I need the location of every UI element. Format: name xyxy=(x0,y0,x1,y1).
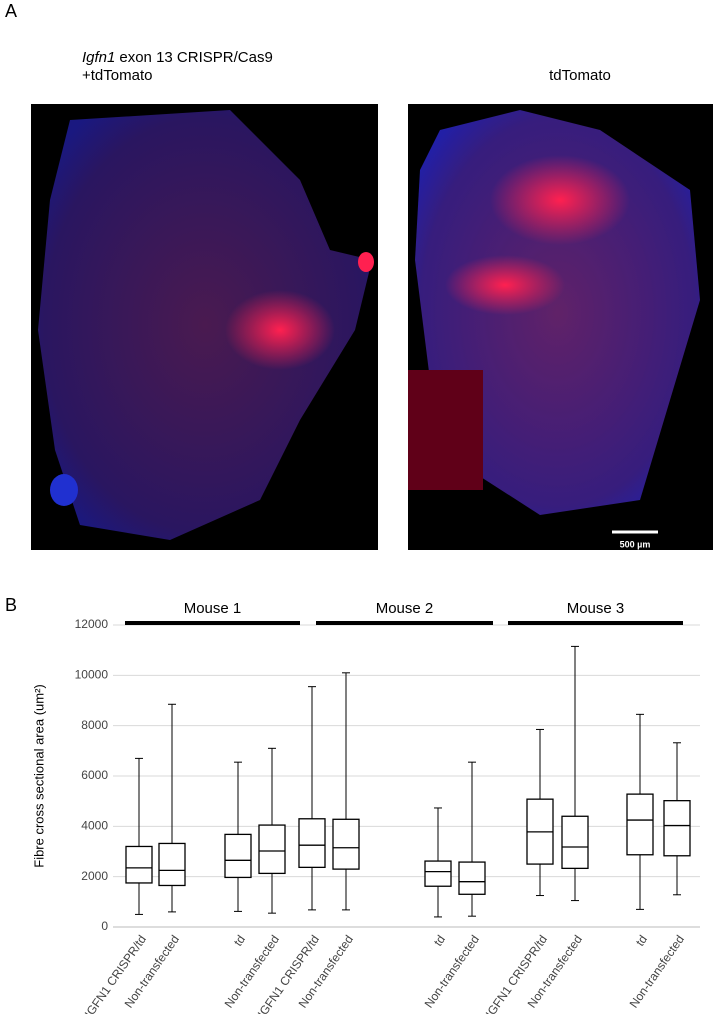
box xyxy=(298,818,326,869)
scale-bar-label: 500 µm xyxy=(620,539,651,549)
box xyxy=(458,861,486,895)
box xyxy=(258,824,286,875)
y-tick-label: 10000 xyxy=(75,668,109,682)
image-right: 500 µm xyxy=(408,104,713,550)
box xyxy=(561,815,589,870)
box xyxy=(158,842,186,887)
right-title: tdTomato xyxy=(549,67,611,84)
box xyxy=(332,818,360,870)
image-left xyxy=(31,104,378,550)
group-label: Mouse 2 xyxy=(376,600,434,617)
box xyxy=(224,833,252,879)
panel-label: A xyxy=(5,1,17,21)
panel-label: B xyxy=(5,595,17,615)
left-title: Igfn1 exon 13 CRISPR/Cas9 xyxy=(82,49,273,66)
x-tick-label: td xyxy=(633,933,650,949)
box xyxy=(424,860,452,887)
left-title-line2: +tdTomato xyxy=(82,67,152,84)
box xyxy=(125,845,153,884)
y-tick-label: 4000 xyxy=(81,819,108,833)
x-tick-label: Non-transfected xyxy=(627,933,687,1011)
y-tick-label: 8000 xyxy=(81,718,108,732)
box xyxy=(663,800,691,857)
y-tick-label: 12000 xyxy=(75,617,109,631)
box xyxy=(626,793,654,856)
group-label: Mouse 3 xyxy=(567,600,625,617)
x-tick-label: Non-transfected xyxy=(422,933,482,1011)
y-axis-title: Fibre cross sectional area (um²) xyxy=(31,684,46,868)
y-tick-label: 0 xyxy=(101,919,108,933)
group-label: Mouse 1 xyxy=(184,600,242,617)
y-tick-label: 2000 xyxy=(81,869,108,883)
x-tick-label: td xyxy=(431,933,448,949)
y-tick-label: 6000 xyxy=(81,768,108,782)
x-tick-label: td xyxy=(231,933,248,949)
